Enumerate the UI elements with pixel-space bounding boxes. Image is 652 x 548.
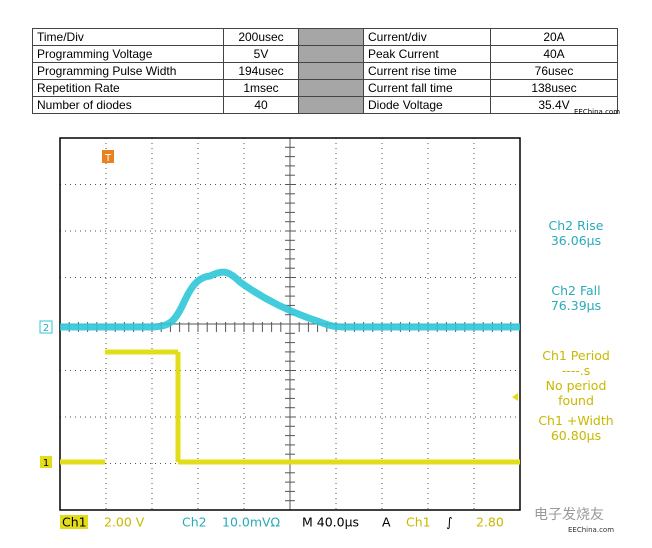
- watermark-cn: 电子发烧友: [534, 507, 604, 523]
- table-cell: 138usec: [490, 79, 618, 97]
- table-cell: Number of diodes: [32, 96, 224, 114]
- settings-table: Time/Div 200usec Current/div 20A Programming…: [32, 28, 618, 114]
- spacer-cell: [298, 45, 364, 63]
- ch2-trace: [60, 268, 520, 331]
- level-arrow: [512, 393, 518, 401]
- table-cell: Programming Voltage: [32, 45, 224, 63]
- ch1-marker-label: 1: [43, 458, 49, 469]
- ch2-marker-label: 2: [43, 323, 49, 334]
- table-cell: 20A: [490, 28, 618, 46]
- table-row: Repetition Rate 1msec Current fall time 138…: [32, 79, 618, 97]
- measurement-value: 60.80µs: [551, 428, 601, 443]
- status-ch1: Ch1: [62, 515, 87, 530]
- ch2-marker: [39, 320, 53, 334]
- measurement-value: ----.s: [562, 363, 591, 378]
- ch1-marker: [40, 456, 52, 468]
- table-row: Programming Pulse Width 194usec Current ri…: [32, 62, 618, 80]
- measurement-note: found: [558, 393, 594, 408]
- status-ch1-scale: 2.00 V: [104, 515, 145, 530]
- measurement-value: 76.39µs: [551, 298, 601, 313]
- table-cell: Repetition Rate: [32, 79, 224, 97]
- measurement-label: Ch2 Fall: [551, 283, 600, 298]
- table-cell: 35.4V: [490, 96, 618, 114]
- measurement-label: Ch2 Rise: [549, 218, 604, 233]
- status-ch2: Ch2: [182, 515, 207, 530]
- table-cell: Diode Voltage: [363, 96, 491, 114]
- measurement-value: 36.06µs: [551, 233, 601, 248]
- status-trigger-level: 2.80: [476, 515, 504, 530]
- table-row: Number of diodes 40 Diode Voltage 35.4V: [32, 96, 618, 114]
- spacer-cell: [298, 96, 364, 114]
- status-trigger: A: [382, 515, 391, 530]
- spacer-cell: [298, 79, 364, 97]
- status-trigger-slope: ∫: [446, 515, 453, 530]
- status-ch2-scale: 10.0mVΩ: [222, 515, 281, 530]
- measurement-label: Ch1 +Width: [538, 413, 613, 428]
- trigger-marker: [102, 150, 114, 163]
- spacer-cell: [298, 28, 364, 46]
- ch1-trace: [60, 349, 520, 465]
- status-timebase: M 40.0µs: [302, 515, 359, 530]
- table-row: Time/Div 200usec Current/div 20A: [32, 28, 618, 46]
- watermark: EEChina.com: [574, 108, 620, 116]
- trigger-marker-label: T: [104, 153, 112, 164]
- table-cell: Current rise time: [363, 62, 491, 80]
- table-cell: 40: [223, 96, 299, 114]
- measurement-label: Ch1 Period: [542, 348, 610, 363]
- measurement-note: No period: [546, 378, 607, 393]
- spacer-cell: [298, 62, 364, 80]
- ch1-badge: [60, 515, 88, 529]
- status-bar: Ch1 2.00 V Ch2 10.0mVΩ M 40.0µs A Ch1 ∫ …: [60, 515, 504, 530]
- watermark-footer: EEChina.com: [568, 526, 614, 534]
- status-trigger-source: Ch1: [406, 515, 431, 530]
- table-cell: 1msec: [223, 79, 299, 97]
